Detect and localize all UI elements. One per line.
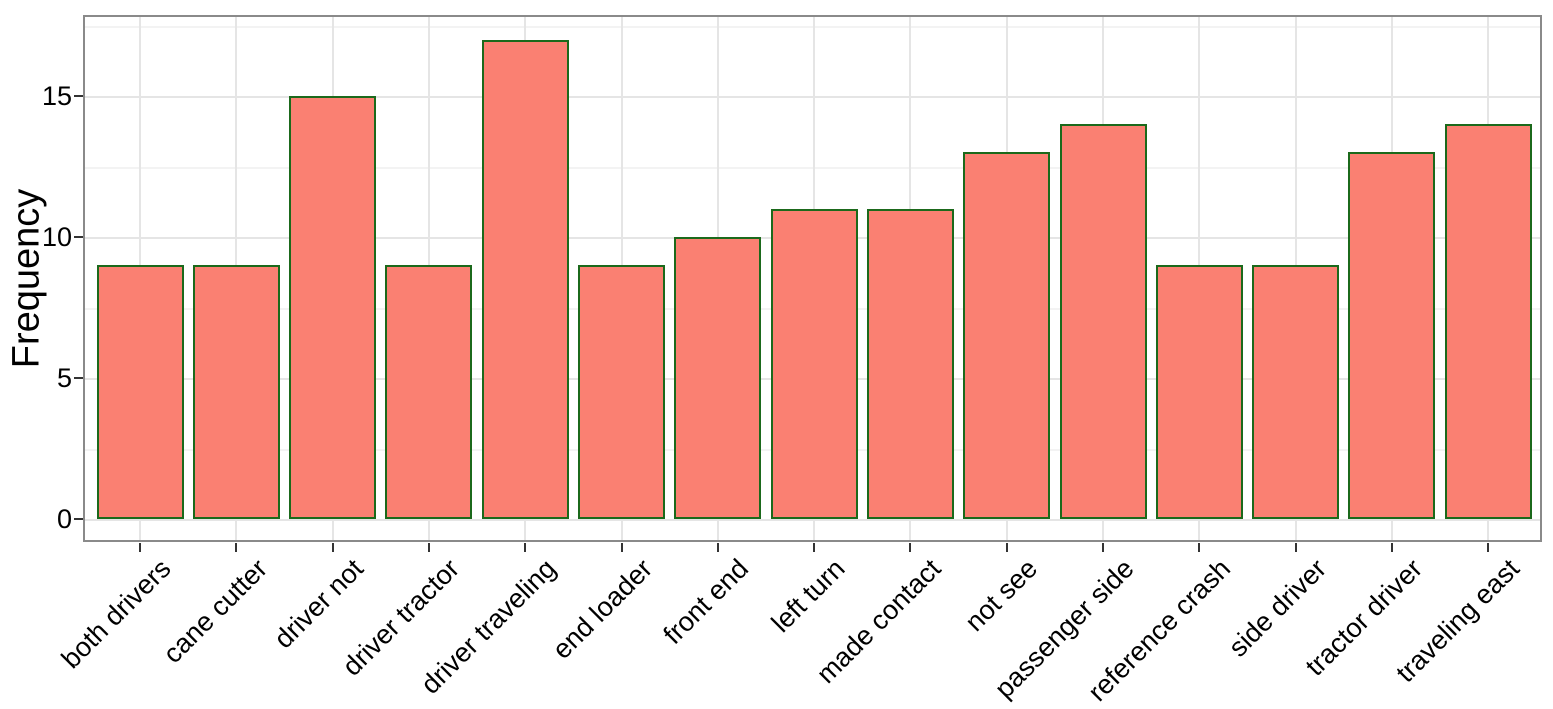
y-tick-label: 5 (56, 363, 72, 393)
x-tick (813, 543, 816, 552)
y-axis-title-text: Frequency (5, 188, 48, 369)
gridline-major (85, 519, 1540, 521)
x-tick (139, 543, 141, 552)
bar (578, 265, 665, 519)
x-tick (235, 543, 238, 552)
gridline-minor (85, 25, 1540, 28)
x-tick-label: driver not (268, 553, 370, 655)
x-tick (427, 543, 430, 552)
x-tick-label: not see (959, 553, 1044, 638)
gridline-major (85, 96, 1540, 98)
bar (1444, 124, 1532, 519)
bar (866, 208, 954, 519)
bar (963, 152, 1051, 519)
x-tick (716, 543, 719, 552)
bar (1252, 265, 1340, 519)
bar (192, 265, 280, 519)
y-tick (74, 95, 83, 97)
bar (1059, 124, 1147, 519)
bar (96, 265, 184, 519)
y-tick (74, 236, 83, 238)
x-tick (1005, 543, 1008, 552)
x-tick (1390, 543, 1393, 552)
y-tick-label: 15 (41, 81, 72, 111)
x-tick-label: end loader (546, 553, 659, 665)
x-tick (524, 543, 527, 552)
x-tick (620, 543, 623, 552)
bar (289, 96, 377, 519)
x-tick (1102, 543, 1104, 552)
bar (1348, 152, 1436, 519)
y-tick-label: 0 (56, 504, 72, 534)
x-tick (1198, 543, 1201, 552)
y-tick (74, 377, 83, 379)
x-tick (909, 543, 912, 552)
gridline-minor (85, 166, 1540, 169)
bar (674, 237, 762, 519)
x-tick (1294, 543, 1297, 552)
x-tick-label: front end (657, 553, 755, 650)
x-tick (331, 543, 334, 552)
plot-panel (83, 15, 1542, 542)
x-tick-label: cane cutter (157, 553, 273, 669)
bar (770, 208, 858, 519)
bar (1155, 265, 1243, 519)
x-tick-label: both drivers (55, 553, 177, 675)
bar (385, 265, 473, 519)
y-tick-label: 10 (41, 222, 72, 252)
bar (481, 39, 569, 519)
x-tick (1487, 543, 1490, 552)
x-tick-label: left turn (765, 553, 851, 639)
y-tick (74, 518, 83, 520)
